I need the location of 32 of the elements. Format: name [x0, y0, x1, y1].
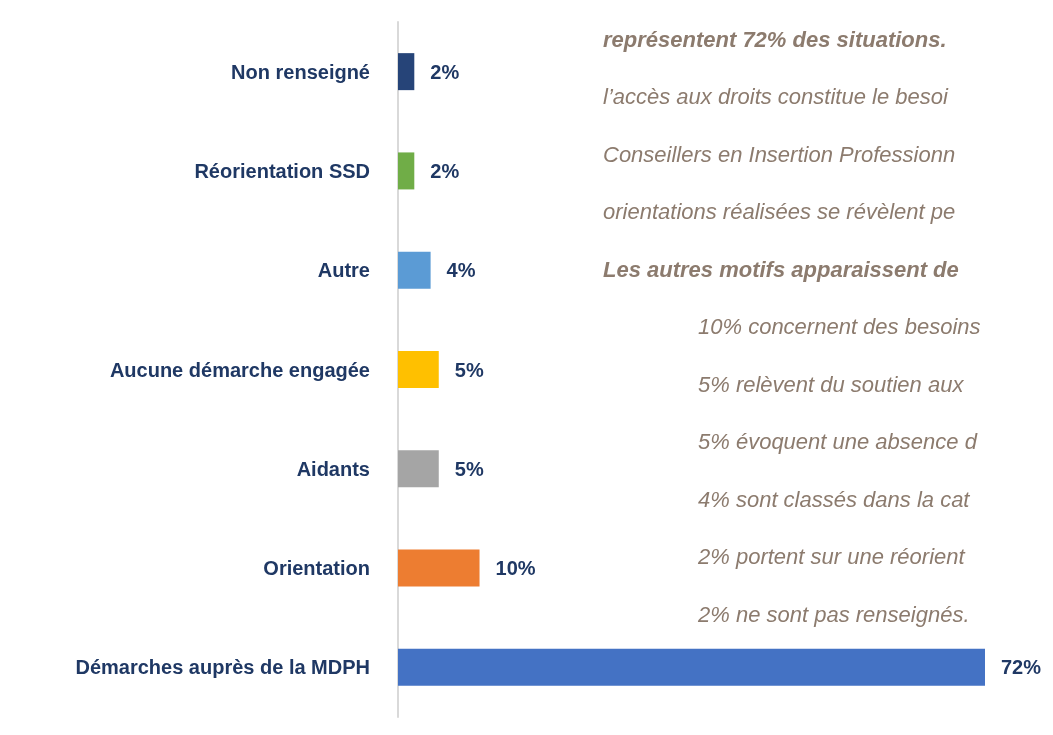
bar	[398, 53, 415, 91]
annotation: 10% concernent des besoins	[698, 314, 981, 339]
annotation: 5% évoquent une absence d	[698, 429, 978, 454]
data-label: 72%	[1001, 656, 1042, 679]
y-tick-label: Orientation	[263, 557, 370, 580]
data-label: 2%	[430, 159, 460, 182]
annotation: 2% ne sont pas renseignés.	[697, 601, 970, 627]
annotation: 2% portent sur une réorient	[697, 544, 966, 569]
annotation: Les autres motifs apparaissent de	[603, 256, 959, 282]
annotation: 5% relèvent du soutien aux	[698, 371, 965, 397]
bar	[398, 648, 985, 686]
data-label: 2%	[430, 60, 460, 83]
y-tick-label: Démarches auprès de la MDPH	[75, 656, 370, 679]
data-label: 5%	[454, 358, 484, 381]
y-tick-label: Non renseigné	[231, 60, 370, 83]
y-tick-label: Autre	[317, 259, 370, 282]
y-tick-label: Aidants	[296, 457, 370, 480]
data-label: 5%	[454, 457, 484, 480]
annotation: Conseillers en Insertion Professionn	[603, 141, 956, 167]
annotation: orientations réalisées se révèlent pe	[603, 199, 956, 224]
y-tick-label: Aucune démarche engagée	[109, 358, 370, 381]
y-tick-label: Réorientation SSD	[194, 159, 370, 182]
annotation: représentent 72% des situations.	[603, 26, 947, 52]
annotation: 4% sont classés dans la cat	[698, 486, 971, 512]
annotation: l’accès aux droits constitue le besoi	[603, 84, 949, 109]
bar	[398, 450, 439, 488]
bar	[398, 549, 480, 587]
bar	[398, 152, 415, 190]
data-label: 4%	[446, 259, 476, 282]
bar	[398, 251, 431, 289]
data-label: 10%	[495, 557, 536, 580]
bar	[398, 351, 439, 388]
